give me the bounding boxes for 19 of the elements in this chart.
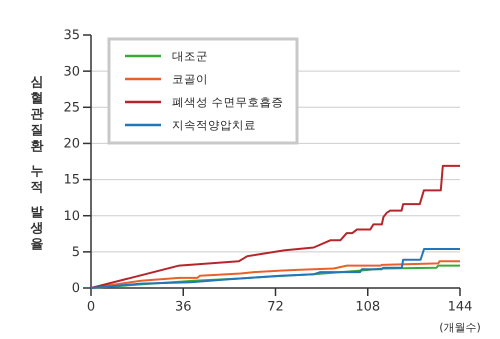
y-tick-label: 0 <box>72 281 80 296</box>
y-tick-label: 25 <box>63 100 80 116</box>
y-tick-label: 35 <box>63 28 80 44</box>
legend-label: 지속적양압치료 <box>172 118 256 132</box>
legend-label: 코골이 <box>172 72 208 86</box>
y-tick-label: 20 <box>63 136 80 152</box>
y-tick-label: 30 <box>63 64 80 80</box>
x-tick-label: 72 <box>267 300 284 315</box>
y-tick-label: 5 <box>72 245 80 260</box>
legend-label: 폐색성 수면무호흡증 <box>172 95 284 109</box>
legend-label: 대조군 <box>172 49 208 63</box>
y-tick-label: 10 <box>63 208 80 224</box>
x-tick-label: 36 <box>174 300 192 315</box>
x-axis-title: (개월수) <box>439 321 481 334</box>
x-tick-label: 0 <box>86 300 96 315</box>
text: 심혈관질환 누적 발생율 <box>30 75 44 252</box>
y-tick-label: 15 <box>63 172 80 188</box>
x-tick-label: 144 <box>448 300 472 315</box>
x-tick-label: 108 <box>355 300 380 315</box>
